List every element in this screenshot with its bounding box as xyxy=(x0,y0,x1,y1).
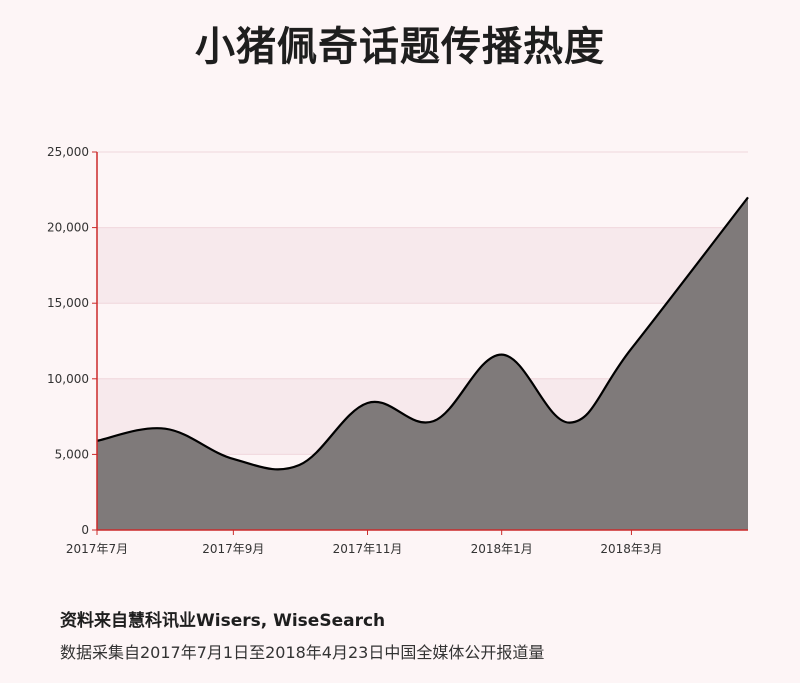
y-tick-label: 15,000 xyxy=(47,296,89,310)
grid-band xyxy=(97,227,748,304)
chart-title: 小猪佩奇话题传播热度 xyxy=(195,24,605,70)
x-tick-label: 2018年1月 xyxy=(471,542,533,556)
x-tick-label: 2018年3月 xyxy=(600,542,662,556)
y-tick-label: 25,000 xyxy=(47,145,89,159)
y-tick-label: 5,000 xyxy=(55,447,89,461)
series-area xyxy=(97,197,748,531)
series-line xyxy=(96,196,749,471)
y-tick-label: 20,000 xyxy=(47,221,89,235)
data-collection-note: 数据采集自2017年7月1日至2018年4月23日中国全媒体公开报道量 xyxy=(60,643,545,662)
y-tick-label: 0 xyxy=(81,523,89,537)
x-tick-label: 2017年9月 xyxy=(202,542,264,556)
source-credit: 资料来自慧科讯业Wisers, WiseSearch xyxy=(60,611,386,631)
x-tick-label: 2017年11月 xyxy=(333,542,403,556)
x-tick-label: 2017年7月 xyxy=(66,542,128,556)
y-tick-label: 10,000 xyxy=(47,372,89,386)
